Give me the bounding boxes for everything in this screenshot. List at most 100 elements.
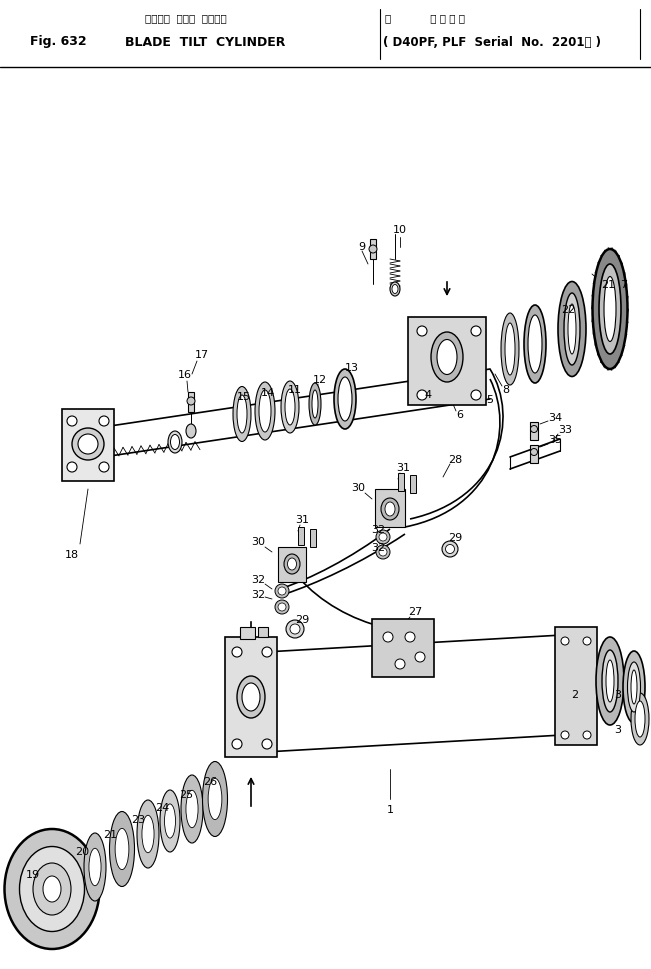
Ellipse shape	[524, 305, 546, 384]
Circle shape	[278, 604, 286, 611]
Text: 1: 1	[387, 804, 393, 814]
Ellipse shape	[281, 382, 299, 433]
Ellipse shape	[442, 542, 458, 557]
Circle shape	[561, 732, 569, 739]
Circle shape	[395, 659, 405, 670]
Bar	[555, 627, 597, 745]
Ellipse shape	[338, 378, 352, 422]
Text: 8: 8	[503, 385, 510, 394]
Text: BLADE  TILT  CYLINDER: BLADE TILT CYLINDER	[125, 36, 285, 48]
Bar	[188, 392, 194, 413]
Bar	[408, 318, 486, 406]
Text: 10: 10	[393, 225, 407, 234]
Ellipse shape	[606, 660, 614, 703]
Text: 14: 14	[261, 388, 275, 397]
Text: 4: 4	[424, 390, 432, 399]
Bar	[372, 619, 434, 677]
Ellipse shape	[635, 702, 645, 737]
Ellipse shape	[390, 283, 400, 297]
Text: 24: 24	[155, 802, 169, 812]
Ellipse shape	[233, 387, 251, 442]
Circle shape	[471, 391, 481, 400]
Text: 13: 13	[345, 362, 359, 373]
Ellipse shape	[531, 449, 538, 456]
Circle shape	[278, 587, 286, 595]
Circle shape	[379, 548, 387, 556]
Circle shape	[405, 633, 415, 642]
Text: 5: 5	[486, 394, 493, 405]
Text: （            適 用 号 機: （ 適 用 号 機	[385, 13, 465, 23]
Circle shape	[376, 530, 390, 545]
Ellipse shape	[186, 791, 198, 828]
Text: 23: 23	[131, 814, 145, 825]
Text: 2: 2	[572, 689, 579, 700]
Text: 22: 22	[561, 304, 575, 315]
Ellipse shape	[312, 391, 318, 419]
Ellipse shape	[437, 340, 457, 375]
Circle shape	[383, 633, 393, 642]
Ellipse shape	[392, 285, 398, 295]
Text: 31: 31	[396, 462, 410, 473]
Ellipse shape	[181, 775, 203, 843]
Text: 32: 32	[251, 575, 265, 584]
Circle shape	[417, 327, 427, 336]
Ellipse shape	[186, 424, 196, 439]
Ellipse shape	[242, 683, 260, 711]
Text: 9: 9	[359, 241, 366, 252]
Ellipse shape	[43, 876, 61, 902]
Ellipse shape	[142, 816, 154, 853]
Ellipse shape	[89, 849, 101, 886]
Ellipse shape	[604, 277, 616, 342]
Circle shape	[583, 732, 591, 739]
Bar	[398, 474, 404, 491]
Circle shape	[67, 417, 77, 426]
Circle shape	[379, 534, 387, 542]
Circle shape	[262, 647, 272, 657]
Text: 32: 32	[371, 524, 385, 535]
Text: 29: 29	[448, 532, 462, 543]
Text: 26: 26	[203, 776, 217, 786]
Text: 3: 3	[615, 724, 622, 735]
Ellipse shape	[531, 426, 538, 433]
Ellipse shape	[84, 833, 106, 901]
Ellipse shape	[631, 693, 649, 745]
Ellipse shape	[528, 316, 542, 374]
Ellipse shape	[445, 545, 454, 554]
Bar	[278, 547, 306, 582]
Ellipse shape	[168, 431, 182, 453]
Text: 32: 32	[371, 543, 385, 552]
Ellipse shape	[623, 651, 645, 723]
Bar	[370, 239, 376, 260]
Text: 6: 6	[456, 410, 464, 420]
Text: 11: 11	[288, 385, 302, 394]
Ellipse shape	[431, 332, 463, 383]
Text: 3: 3	[615, 689, 622, 700]
Ellipse shape	[381, 498, 399, 520]
Circle shape	[232, 739, 242, 749]
Ellipse shape	[20, 847, 85, 931]
Circle shape	[471, 327, 481, 336]
Ellipse shape	[237, 395, 247, 433]
Text: 18: 18	[65, 549, 79, 559]
Ellipse shape	[137, 800, 159, 868]
Text: 31: 31	[295, 515, 309, 524]
Ellipse shape	[309, 384, 321, 425]
Ellipse shape	[568, 304, 576, 355]
Ellipse shape	[558, 282, 586, 377]
Circle shape	[99, 417, 109, 426]
Bar	[225, 638, 277, 757]
Ellipse shape	[564, 294, 580, 365]
Circle shape	[72, 428, 104, 460]
Ellipse shape	[385, 503, 395, 516]
Ellipse shape	[171, 435, 180, 450]
Circle shape	[99, 462, 109, 473]
Ellipse shape	[290, 624, 300, 635]
Ellipse shape	[5, 829, 100, 949]
Bar	[375, 489, 405, 527]
Text: 33: 33	[558, 424, 572, 434]
Text: 30: 30	[351, 483, 365, 492]
Text: 28: 28	[448, 454, 462, 464]
Ellipse shape	[596, 638, 624, 725]
Ellipse shape	[602, 650, 618, 712]
Text: 34: 34	[548, 413, 562, 422]
